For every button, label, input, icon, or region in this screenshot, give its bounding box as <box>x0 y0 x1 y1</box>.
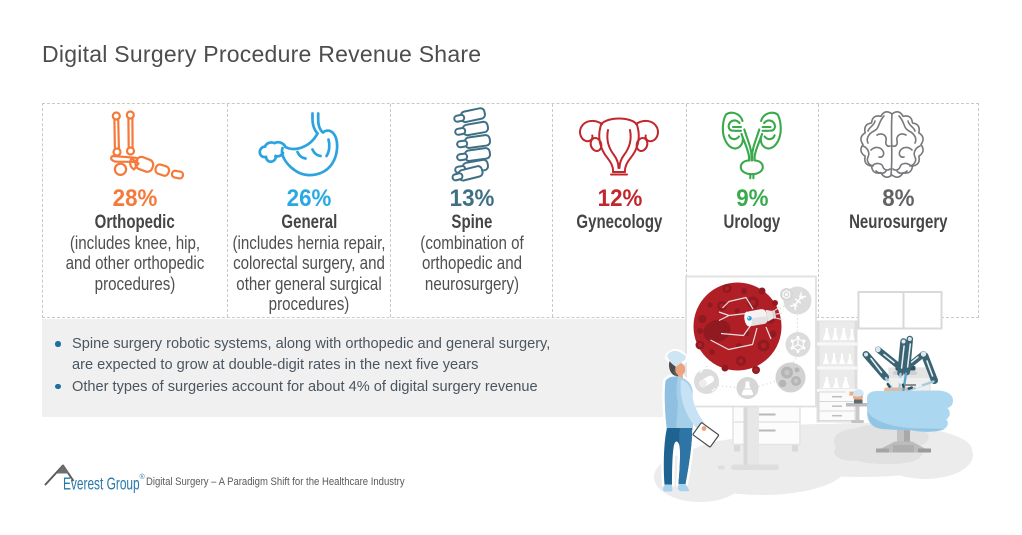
svg-text:Everest Group: Everest Group <box>63 474 140 494</box>
svg-text:®: ® <box>140 473 146 481</box>
